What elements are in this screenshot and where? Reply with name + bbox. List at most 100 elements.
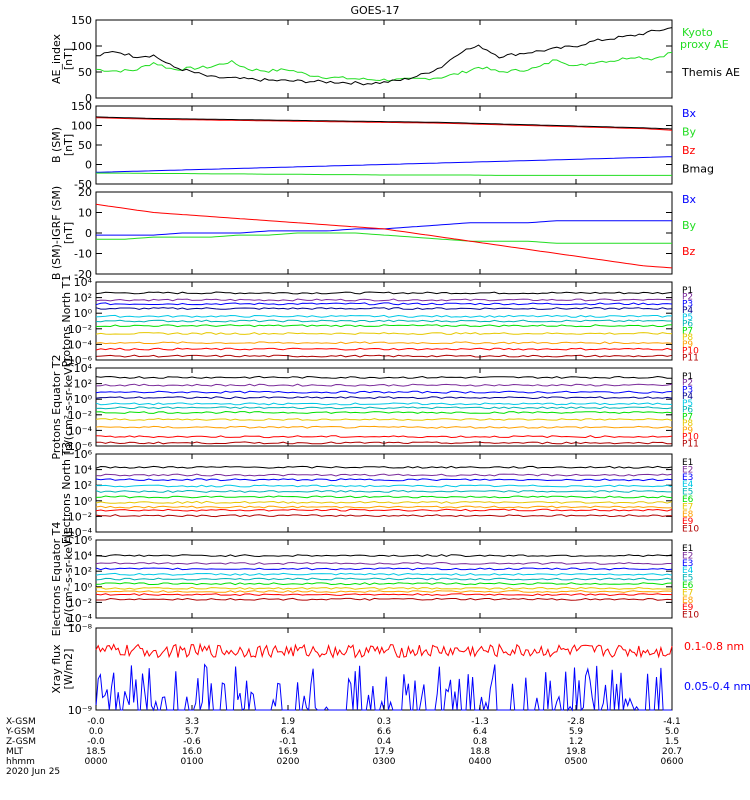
series-line-kyoto-proxy-ae (95, 51, 673, 82)
y-tick-label: 10⁻⁶ (68, 440, 93, 453)
series-line-e2 (95, 561, 672, 565)
legend-label: E9 (682, 517, 694, 527)
series-line-e3 (95, 478, 673, 482)
series-line-e6 (95, 582, 673, 586)
panel-p_eq: 10⁴ 10² 10⁰ 10⁻² 10⁻⁴ 10⁻⁶ Protons Equator T2[… (50, 354, 699, 459)
series-line-e1 (95, 465, 673, 469)
legend-label: P2 (682, 293, 693, 303)
series-line-e4 (95, 572, 673, 576)
series-line-p6 (95, 406, 673, 410)
y-tick-label: 10⁻⁴ (68, 338, 93, 351)
series-line-e1 (95, 554, 673, 558)
legend-label: P7 (682, 326, 693, 336)
legend-label: E1 (682, 544, 693, 554)
x-axis-value: 6.4 (281, 727, 296, 737)
y-tick-label: 10⁻² (68, 510, 92, 523)
y-tick-label: 10⁻⁴ (68, 526, 93, 539)
series-line-p4 (95, 396, 673, 400)
x-axis-value: -2.8 (567, 717, 585, 727)
x-axis-value: 0200 (277, 757, 300, 767)
series-line-p2 (95, 298, 673, 302)
x-axis-value: 20.7 (662, 747, 682, 757)
legend-label: E8 (682, 596, 694, 606)
legend-label: 0.05-0.4 nm (684, 680, 750, 693)
legend-label: P5 (682, 313, 693, 323)
panel-frame (95, 453, 673, 533)
panel-frame (95, 19, 673, 99)
x-axis-value: 19.8 (566, 747, 586, 757)
series-line-e7 (95, 586, 673, 590)
x-axis-value: 16.9 (278, 747, 298, 757)
legend-label: E3 (682, 473, 693, 483)
y-axis-label: AE_index (50, 33, 63, 84)
x-axis-value: 0500 (565, 757, 588, 767)
y-tick-label: 10² (74, 378, 92, 391)
plot-date: 2020 Jun 25 (6, 767, 60, 777)
legend-label: P11 (682, 439, 699, 449)
y-axis-unit: [p/(cm²-s-sr-keV)] (62, 359, 75, 456)
legend-label: P11 (682, 353, 699, 363)
y-tick-label: 0 (85, 159, 92, 172)
y-tick-label: 10⁻⁹ (68, 704, 92, 717)
legend-label: P4 (682, 306, 693, 316)
series-line-e10 (95, 514, 673, 518)
y-tick-label: 10⁴ (74, 362, 93, 375)
legend-label: P8 (682, 333, 693, 343)
series-line-e9 (95, 593, 673, 597)
plot-title: GOES-17 (350, 4, 399, 17)
series-line-e10 (96, 597, 673, 601)
legend-label: By (682, 219, 697, 232)
y-axis-label: B (SM) (50, 127, 63, 163)
y-tick-label: 10² (74, 479, 92, 492)
legend-label: E2 (682, 465, 693, 475)
legend-label: Bz (682, 245, 696, 258)
legend-label: E3 (682, 559, 693, 569)
legend-label: E6 (682, 581, 694, 591)
y-tick-label: 10² (74, 292, 92, 305)
series-line-p5 (95, 314, 672, 318)
panel-frame (95, 105, 673, 185)
x-axis-value: -0.1 (279, 737, 297, 747)
series-line-p10 (95, 347, 673, 351)
legend-label: P1 (682, 286, 693, 296)
y-tick-label: 10⁶ (74, 448, 93, 461)
x-axis-value: -0.0 (87, 717, 105, 727)
x-axis-table: X-GSMY-GSMZ-GSMMLThhmm-0.00.0-0.018.5000… (5, 717, 684, 777)
series-line-p1 (95, 291, 673, 295)
legend-label: proxy AE (680, 38, 729, 51)
x-axis-value: 0000 (85, 757, 108, 767)
series-line-0-1-0-8-nm (95, 642, 673, 659)
legend-label: P7 (682, 412, 693, 422)
y-axis-label: Xray flux (50, 644, 63, 694)
series-line-e5 (95, 577, 673, 581)
legend-label: E2 (682, 551, 693, 561)
y-tick-label: 10 (78, 207, 92, 220)
legend-label: Bx (682, 107, 697, 120)
series-line-bx (95, 156, 673, 173)
x-axis-value: 3.3 (185, 717, 199, 727)
y-axis-label: Protons Equator T2 (50, 354, 63, 459)
series-line-p8 (95, 332, 673, 335)
legend-label: E4 (682, 566, 694, 576)
y-tick-label: 10⁻² (68, 409, 92, 422)
y-axis-label: Electrons Equator T4 (50, 522, 63, 637)
legend-label: P5 (682, 399, 693, 409)
legend-label: E9 (682, 603, 694, 613)
y-axis-label: Electrons North T3 (60, 442, 73, 544)
series-line-p7 (95, 324, 673, 328)
panel-frame (95, 627, 673, 711)
series-line-p9 (95, 341, 673, 345)
series-line-p3 (95, 390, 673, 394)
legend-label: E6 (682, 495, 694, 505)
y-axis-unit: [e/(cm²-s-sr-keV)] (62, 531, 75, 627)
panel-b_igrf: 20 10 0 -10 -20 B (SM)-IGRF (SM) [nT] Bx By Bz (50, 186, 697, 281)
x-axis-value: 1.2 (569, 737, 583, 747)
y-tick-label: 10⁻⁴ (68, 612, 93, 625)
series-line-p10 (95, 435, 673, 439)
legend-label: P3 (682, 299, 693, 309)
series-line-e3 (95, 567, 673, 571)
series-line-p3 (95, 302, 673, 306)
x-axis-value: 5.7 (185, 727, 199, 737)
legend-label: E4 (682, 480, 694, 490)
